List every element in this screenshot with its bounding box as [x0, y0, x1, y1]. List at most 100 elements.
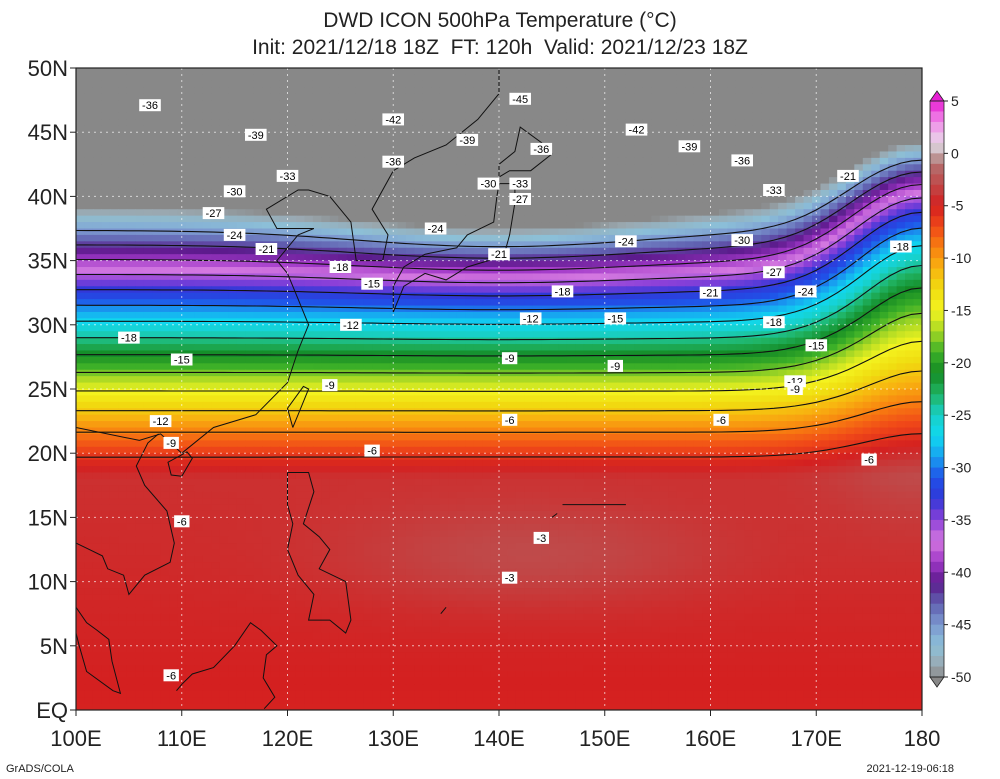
- contour-label: -3: [501, 571, 518, 585]
- contour--9: [76, 401, 922, 433]
- colorbar-segment: [930, 373, 944, 385]
- contour-label: -30: [477, 177, 500, 191]
- colorbar-segment: [930, 572, 944, 584]
- x-tick-label: 180: [904, 726, 941, 751]
- colorbar-segment: [930, 153, 944, 165]
- colorbar-segment: [930, 184, 944, 196]
- colorbar-label: 0: [951, 145, 959, 161]
- coastline-6: [176, 621, 278, 710]
- contour-label: -18: [118, 331, 140, 345]
- colorbar-segment: [930, 331, 944, 343]
- colorbar-segment: [930, 394, 944, 406]
- colorbar-segment: [930, 299, 944, 311]
- y-tick-label: 30N: [28, 313, 68, 338]
- contour-label: -15: [604, 312, 627, 325]
- colorbar-segment: [930, 237, 944, 249]
- contour-label: -36: [382, 155, 404, 169]
- colorbar-label: -25: [951, 407, 971, 423]
- colorbar-label: -10: [951, 250, 971, 266]
- contour-label: -24: [223, 228, 246, 242]
- colorbar-bottom-arrow: [929, 676, 945, 688]
- y-tick-label: 10N: [28, 570, 68, 595]
- coastline-2: [498, 126, 553, 178]
- colorbar-label: -45: [951, 617, 971, 633]
- colorbar-segment: [930, 101, 944, 112]
- contour-label: -9: [501, 352, 518, 365]
- coastline-7: [76, 433, 175, 596]
- map-subtitle: Init: 2021/12/18 18Z FT: 120h Valid: 202…: [252, 36, 748, 59]
- contour-label: -18: [890, 240, 912, 254]
- colorbar-segment: [930, 624, 944, 636]
- x-tick-label: 100E: [50, 726, 101, 751]
- colorbar-segment: [930, 478, 944, 489]
- contour--27: [76, 245, 922, 325]
- colorbar-segment: [930, 457, 944, 469]
- contour-label: -9: [322, 379, 338, 392]
- contour--39: [76, 183, 922, 271]
- contour-label: -18: [551, 285, 574, 298]
- colorbar-segment: [930, 362, 944, 374]
- contour-label: -9: [787, 383, 803, 396]
- x-tick-label: 160E: [685, 726, 736, 751]
- contour-label: -39: [245, 128, 267, 142]
- contour--33: [76, 211, 922, 297]
- colorbar-label: -35: [951, 512, 971, 528]
- y-tick-label: 40N: [28, 184, 68, 209]
- colorbar-label: -20: [951, 355, 971, 371]
- contour-label: -12: [519, 312, 542, 325]
- contour--6: [76, 433, 922, 458]
- contour-label: -12: [340, 318, 362, 332]
- coastlines: [76, 68, 626, 710]
- contour-label: -24: [615, 235, 637, 248]
- colorbar-segment: [930, 561, 944, 573]
- contour-label: -15: [361, 277, 383, 291]
- colorbar-segment: [930, 645, 944, 657]
- colorbar-segment: [930, 195, 944, 207]
- colorbar-segment: [930, 258, 944, 270]
- contour-label: -30: [731, 234, 753, 247]
- x-tick-label: 170E: [791, 726, 842, 751]
- map-title: DWD ICON 500hPa Temperature (°C): [323, 9, 677, 32]
- colorbar-segment: [930, 163, 944, 175]
- contour-label: -33: [763, 184, 785, 197]
- contour-label: -24: [424, 222, 447, 236]
- y-tick-label: 5N: [40, 634, 68, 659]
- contour-label: -6: [713, 413, 729, 427]
- contour-label: -42: [382, 113, 404, 126]
- y-tick-label: 50N: [28, 56, 68, 81]
- contour--21: [76, 287, 922, 357]
- colorbar-segment: [930, 268, 944, 280]
- coastline-3: [286, 385, 310, 428]
- colorbar-label: -40: [951, 564, 971, 580]
- coastline-0: [76, 68, 500, 454]
- contour-label: -24: [794, 285, 817, 298]
- colorbar-segment: [930, 635, 944, 647]
- contour-label: -27: [763, 266, 785, 279]
- y-tick-label: 20N: [28, 441, 68, 466]
- contour-label: -42: [625, 123, 648, 137]
- colorbar-segment: [930, 498, 944, 510]
- colorbar-label: -30: [951, 460, 971, 476]
- colorbar-segment: [930, 289, 944, 301]
- colorbar-segment: [930, 488, 944, 500]
- contour-label: -6: [501, 413, 518, 427]
- contour-label: -3: [533, 531, 549, 545]
- y-tick-label: EQ: [36, 698, 68, 723]
- colorbar-segment: [930, 467, 944, 479]
- contour-label: -33: [509, 177, 531, 191]
- colorbar-segment: [930, 142, 944, 154]
- contour-label: -39: [456, 133, 479, 147]
- contour-label: -18: [763, 316, 785, 329]
- contour-label: -15: [170, 353, 193, 367]
- y-tick-label: 35N: [28, 249, 68, 274]
- colorbar-segment: [930, 216, 944, 228]
- coastline-4: [167, 451, 193, 477]
- x-tick-label: 120E: [262, 726, 313, 751]
- contour-label: -36: [530, 142, 553, 156]
- contour-label: -21: [488, 248, 510, 261]
- coastline-5: [286, 472, 352, 634]
- contour-label: -6: [174, 515, 190, 528]
- colorbar-label: -5: [951, 198, 964, 214]
- contour-label: -27: [509, 193, 531, 206]
